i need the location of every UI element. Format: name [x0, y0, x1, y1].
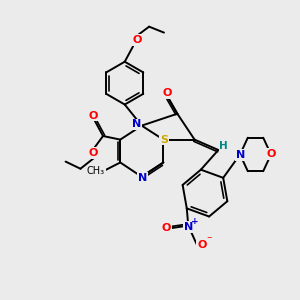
Text: H: H [219, 140, 228, 151]
Text: ⁻: ⁻ [206, 236, 212, 245]
Text: O: O [197, 240, 207, 250]
Text: +: + [191, 217, 199, 226]
Text: N: N [138, 173, 147, 183]
Text: O: O [88, 110, 98, 121]
Text: O: O [162, 88, 172, 98]
Text: S: S [160, 135, 168, 145]
Text: O: O [89, 148, 98, 158]
Text: O: O [267, 149, 276, 159]
Text: O: O [133, 35, 142, 45]
Text: O: O [161, 223, 171, 233]
Text: N: N [132, 119, 141, 129]
Text: N: N [236, 150, 245, 160]
Text: N: N [184, 222, 194, 232]
Text: CH₃: CH₃ [87, 167, 105, 176]
